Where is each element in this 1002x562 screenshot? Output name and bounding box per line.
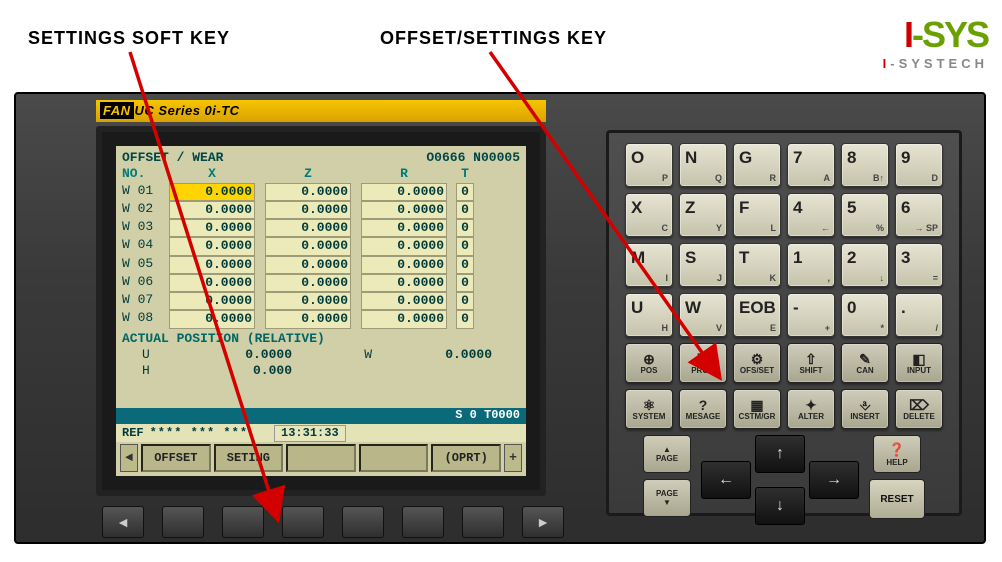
hard-softkey-right[interactable]: ► <box>522 506 564 538</box>
mdi-keypad: OPNQGR7A8B↑9D XCZYFL4←5%6→ SP MISJTK1,2↓3=… <box>606 130 962 516</box>
isystech-logo: I-SYS I-SYSTECH <box>883 14 988 71</box>
fnkey-pos[interactable]: ⊕POS <box>625 343 673 383</box>
softkey-offset[interactable]: OFFSET <box>141 444 211 472</box>
mode-indicator: REF <box>122 426 144 441</box>
hard-softkey-left[interactable]: ◄ <box>102 506 144 538</box>
help-key[interactable]: ❓HELP <box>873 435 921 473</box>
softkey-3[interactable] <box>286 444 356 472</box>
fnkey-system[interactable]: ⚛SYSTEM <box>625 389 673 429</box>
key-2[interactable]: 2↓ <box>841 243 889 287</box>
status-line: REF **** *** *** 13:31:33 <box>116 424 526 442</box>
fnkey-input[interactable]: ◧INPUT <box>895 343 943 383</box>
table-row: W 050.00000.00000.00000 <box>122 256 520 274</box>
softkey-oprt[interactable]: (OPRT) <box>431 444 501 472</box>
hard-softkey-2[interactable] <box>222 506 264 538</box>
cursor-pad: ↑ ← → ↓ <box>697 435 863 525</box>
softkey-4[interactable] <box>359 444 429 472</box>
table-row: W 040.00000.00000.00000 <box>122 237 520 255</box>
fnkey-delete[interactable]: ⌦DELETE <box>895 389 943 429</box>
annotation-right-label: OFFSET/SETTINGS KEY <box>380 28 607 49</box>
fnkey-alter[interactable]: ✦ALTER <box>787 389 835 429</box>
key-3[interactable]: 3= <box>895 243 943 287</box>
hard-softkey-5[interactable] <box>402 506 444 538</box>
table-row: W 060.00000.00000.00000 <box>122 274 520 292</box>
softkey-next-icon[interactable]: + <box>504 444 522 472</box>
softkey-prev-icon[interactable]: ◄ <box>120 444 138 472</box>
fnkey-cstmgr[interactable]: ▦CSTM/GR <box>733 389 781 429</box>
table-row: W 070.00000.00000.00000 <box>122 292 520 310</box>
spindle-tool-bar: S 0 T0000 <box>116 408 526 424</box>
reset-key[interactable]: RESET <box>869 479 925 519</box>
table-row: W 010.00000.00000.00000 <box>122 183 520 201</box>
key-0[interactable]: 0* <box>841 293 889 337</box>
cursor-up-key[interactable]: ↑ <box>755 435 805 473</box>
key-u[interactable]: UH <box>625 293 673 337</box>
key-w[interactable]: WV <box>679 293 727 337</box>
key-n[interactable]: NQ <box>679 143 727 187</box>
key-.[interactable]: ./ <box>895 293 943 337</box>
screen-title: OFFSET / WEAR <box>122 150 223 166</box>
cursor-down-key[interactable]: ↓ <box>755 487 805 525</box>
cursor-left-key[interactable]: ← <box>701 461 751 499</box>
key-z[interactable]: ZY <box>679 193 727 237</box>
annotation-left-label: SETTINGS SOFT KEY <box>28 28 230 49</box>
key-eob[interactable]: EOBE <box>733 293 781 337</box>
key-x[interactable]: XC <box>625 193 673 237</box>
program-number: O0666 N00005 <box>426 150 520 166</box>
crt-screen: OFFSET / WEAR O0666 N00005 NO. X Z R T W… <box>116 146 526 476</box>
actual-position-title: ACTUAL POSITION (RELATIVE) <box>122 331 520 347</box>
fnkey-prog[interactable]: ☰PROG <box>679 343 727 383</box>
cnc-control-panel: FANUC Series 0i-TC OFFSET / WEAR O0666 N… <box>14 92 986 544</box>
fnkey-insert[interactable]: ⎀INSERT <box>841 389 889 429</box>
hard-softkey-4[interactable] <box>342 506 384 538</box>
status-stars: **** *** *** <box>150 426 248 441</box>
table-row: W 080.00000.00000.00000 <box>122 310 520 328</box>
position-row-h: H0.000 <box>122 363 520 379</box>
key-t[interactable]: TK <box>733 243 781 287</box>
page-up-key[interactable]: ▲PAGE <box>643 435 691 473</box>
key-4[interactable]: 4← <box>787 193 835 237</box>
fnkey-shift[interactable]: ⇧SHIFT <box>787 343 835 383</box>
key--[interactable]: -+ <box>787 293 835 337</box>
cursor-right-key[interactable]: → <box>809 461 859 499</box>
key-g[interactable]: GR <box>733 143 781 187</box>
clock: 13:31:33 <box>274 425 346 442</box>
table-row: W 030.00000.00000.00000 <box>122 219 520 237</box>
key-6[interactable]: 6→ SP <box>895 193 943 237</box>
key-o[interactable]: OP <box>625 143 673 187</box>
key-1[interactable]: 1, <box>787 243 835 287</box>
key-s[interactable]: SJ <box>679 243 727 287</box>
fnkey-can[interactable]: ✎CAN <box>841 343 889 383</box>
key-f[interactable]: FL <box>733 193 781 237</box>
table-row: W 020.00000.00000.00000 <box>122 201 520 219</box>
crt-frame: OFFSET / WEAR O0666 N00005 NO. X Z R T W… <box>96 126 546 496</box>
hard-softkey-6[interactable] <box>462 506 504 538</box>
hard-softkey-3[interactable] <box>282 506 324 538</box>
page-down-key[interactable]: PAGE▼ <box>643 479 691 517</box>
table-header: NO. X Z R T <box>122 166 520 182</box>
softkey-setting[interactable]: SETING <box>214 444 284 472</box>
key-5[interactable]: 5% <box>841 193 889 237</box>
hard-softkeys: ◄ ► <box>102 506 564 538</box>
softkey-row: ◄ OFFSET SETING (OPRT) + <box>120 444 522 472</box>
key-9[interactable]: 9D <box>895 143 943 187</box>
key-m[interactable]: MI <box>625 243 673 287</box>
fnkey-ofsset[interactable]: ⚙OFS/SET <box>733 343 781 383</box>
position-row-uw: U0.0000 W0.0000 <box>122 347 520 363</box>
key-7[interactable]: 7A <box>787 143 835 187</box>
key-8[interactable]: 8B↑ <box>841 143 889 187</box>
hard-softkey-1[interactable] <box>162 506 204 538</box>
fnkey-mesage[interactable]: ?MESAGE <box>679 389 727 429</box>
brand-strip: FANUC Series 0i-TC <box>96 100 546 122</box>
